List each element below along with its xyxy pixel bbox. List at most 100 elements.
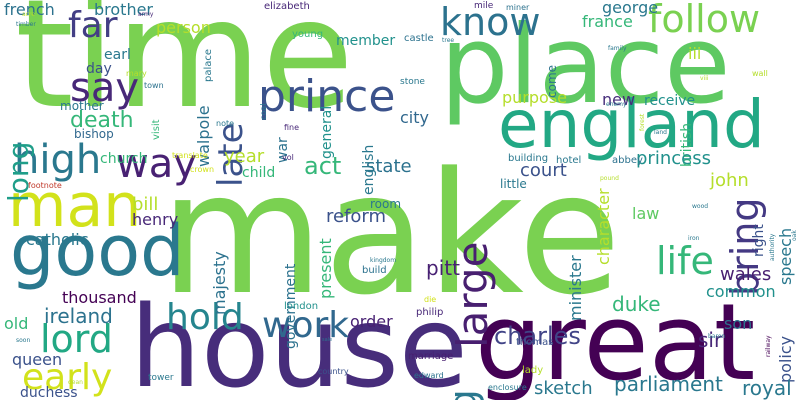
word-england: england [498,86,765,163]
word-note: note [216,119,235,128]
word-come: come [545,65,559,99]
word-sir: sir [698,328,723,352]
word-wales: wales [720,264,772,285]
word-minister: minister [566,255,585,322]
word-footnote: footnote [28,181,62,190]
word-charles: charles [494,322,581,350]
word-tree: tree [442,37,455,44]
word-good: good [10,210,185,292]
word-railway: railway [765,335,772,358]
word-ireland: ireland [44,304,113,328]
word-elizabeth: elizabeth [264,1,310,12]
word-mother: mother [60,99,104,113]
word-soon: soon [16,337,31,344]
word-church: church [100,151,148,167]
word-child: child [242,165,276,181]
word-hold: hold [166,297,244,338]
word-john: john [710,170,749,191]
word-authority: authority [769,233,776,262]
word-fine: fine [284,123,300,132]
word-way: way [116,141,197,187]
word-thousand: thousand [62,288,137,307]
word-reform: reform [326,206,387,227]
word-earl: earl [104,47,131,63]
word-lord: lord [40,317,113,361]
word-viii: viii [700,75,709,82]
word-miner: miner [506,3,530,12]
word-enclosure: enclosure [488,383,527,392]
word-law: law [632,204,660,223]
word-court: court [520,160,567,181]
word-french: french [4,0,55,19]
word-thomas: thomas [516,337,554,348]
word-castle: castle [404,33,434,44]
word-stone: stone [400,77,425,87]
word-purpose: purpose [502,88,567,107]
word-general: general [319,105,335,159]
word-wood: wood [692,203,709,210]
word-city: city [400,108,429,127]
word-wall: wall [752,69,768,78]
word-iii: iii [688,44,702,63]
word-work: work [262,305,350,346]
word-crown: crown [190,165,215,174]
word-early: early [22,357,113,398]
word-oak: oak [791,230,798,242]
word-baron: baron [708,333,726,340]
word-present: present [316,238,335,300]
word-follow: follow [648,0,761,41]
word-princess: princess [636,148,711,169]
word-state: state [366,156,412,177]
word-enemy: enemy [606,101,627,108]
word-member: member [336,33,396,49]
word-kingdom: kingdom [370,257,397,264]
word-london: london [284,301,319,312]
word-town: town [144,81,164,90]
word-right: right [751,223,767,257]
word-royal: royal [742,376,792,400]
word-coal: coal [259,103,268,120]
word-country: country [318,367,349,376]
word-hotel: hotel [556,155,582,166]
word-receive: receive [644,93,696,109]
word-henry: henry [132,210,179,229]
word-place: place [440,3,731,128]
word-pitt: pitt [426,256,460,280]
word-iron: iron [688,235,700,242]
word-year: year [224,146,265,167]
word-old: old [4,314,29,333]
word-young: young [292,29,324,40]
word-parliament: parliament [614,372,723,396]
word-translate: translate [172,151,208,160]
word-build: build [362,265,387,276]
word-high: high [14,137,102,183]
word-mile: mile [474,1,494,11]
word-philip: philip [416,307,444,318]
word-marriage: marriage [408,351,454,362]
word-english: english [361,144,377,195]
word-pound: pound [600,175,619,182]
word-character: character [594,188,613,266]
word-timber: timber [16,21,36,28]
word-long: long [2,141,35,202]
word-queen: queen [12,350,63,369]
word-death: death [70,108,134,133]
word-forest: forest [639,113,646,132]
word-duke: duke [612,292,661,316]
word-catholic: catholic [26,230,89,249]
word-life: life [656,239,714,283]
word-time: time [15,0,354,142]
word-family: family [608,45,627,52]
word-far: far [68,5,118,46]
word-george: george [602,0,659,17]
word-great: great [475,281,756,400]
word-tower: tower [148,373,174,383]
word-man: man [8,171,142,241]
word-mary: mary [126,69,147,78]
word-abbey: abbey [612,155,643,166]
word-prince: prince [258,71,396,122]
word-say: say [70,65,140,111]
word-brother: brother [94,0,154,19]
word-acre: acre [22,11,36,18]
